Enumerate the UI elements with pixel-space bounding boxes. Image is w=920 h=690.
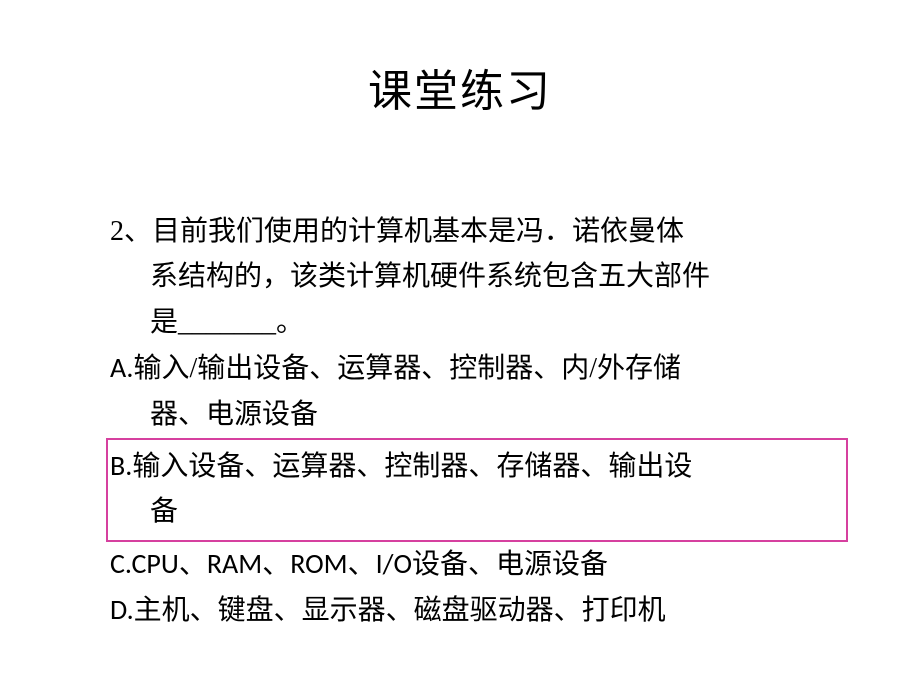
option-d-label: D. — [110, 592, 134, 627]
option-a: A.输入/输出设备、运算器、控制器、内/外存储 — [110, 346, 840, 390]
question-text-1: 2、目前我们使用的计算机基本是冯．诺依曼体 — [110, 216, 684, 247]
option-a-line-2: 器、电源设备 — [110, 393, 840, 436]
highlighted-option: B.输入设备、运算器、控制器、存储器、输出设 备 — [106, 438, 848, 542]
question-line-3: 是_______。 — [110, 301, 840, 344]
option-b: B.输入设备、运算器、控制器、存储器、输出设 — [110, 444, 840, 488]
slide-title: 课堂练习 — [0, 0, 920, 149]
option-c-latin: CPU、RAM、ROM、I/O — [131, 546, 412, 581]
option-c-rest: 设备、电源设备 — [412, 549, 608, 580]
option-b-label: B. — [110, 448, 132, 483]
slide-content: 2、目前我们使用的计算机基本是冯．诺依曼体 系结构的，该类计算机硬件系统包含五大… — [0, 149, 920, 633]
question-line-2: 系结构的，该类计算机硬件系统包含五大部件 — [110, 255, 840, 298]
option-c-label: C. — [110, 546, 131, 581]
option-a-text-1: 输入/输出设备、运算器、控制器、内/外存储 — [133, 353, 681, 384]
option-d: D.主机、键盘、显示器、磁盘驱动器、打印机 — [110, 588, 840, 632]
question-line-1: 2、目前我们使用的计算机基本是冯．诺依曼体 — [110, 209, 840, 253]
option-b-line-2: 备 — [110, 490, 840, 533]
option-b-text-1: 输入设备、运算器、控制器、存储器、输出设 — [132, 451, 692, 482]
option-c: C.CPU、RAM、ROM、I/O设备、电源设备 — [110, 542, 840, 586]
option-a-label: A. — [110, 350, 133, 385]
option-d-text: 主机、键盘、显示器、磁盘驱动器、打印机 — [134, 595, 666, 626]
